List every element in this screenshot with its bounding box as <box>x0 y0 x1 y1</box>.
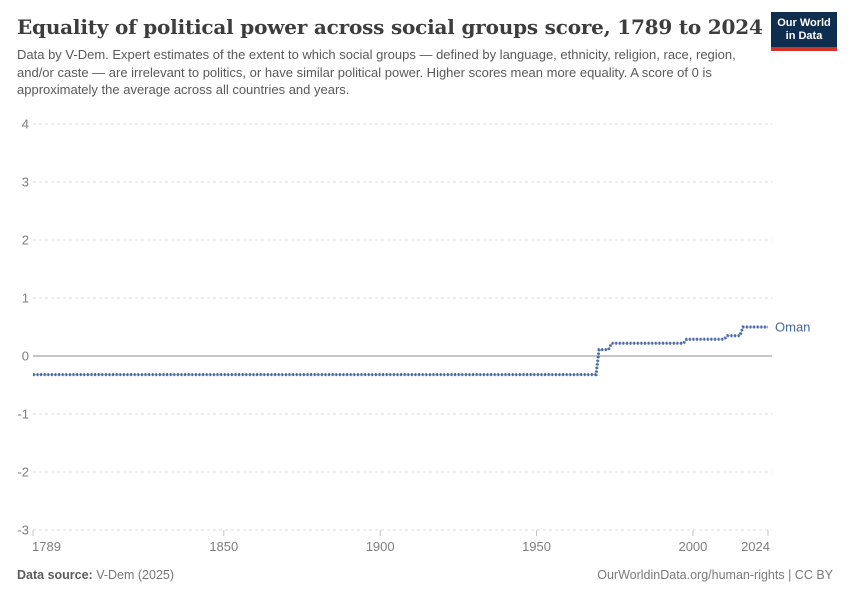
page-title: Equality of political power across socia… <box>17 15 763 39</box>
y-tick-label: -3 <box>17 523 29 538</box>
y-axis-labels: 4 3 2 1 0 -1 -2 -3 <box>17 117 29 538</box>
chart-area: 4 3 2 1 0 -1 -2 -3 1789 1850 1900 1950 2000 2024 Oman <box>0 108 850 560</box>
x-axis-labels: 1789 1850 1900 1950 2000 2024 <box>32 539 770 554</box>
data-line-solid <box>33 326 768 376</box>
data-line[interactable] <box>33 325 768 377</box>
x-tick-label: 1950 <box>522 539 551 554</box>
y-tick-label: 2 <box>22 233 29 248</box>
x-axis-ticks <box>32 530 769 536</box>
owid-logo: Our World in Data <box>771 12 837 51</box>
series-end-label[interactable]: Oman <box>775 320 810 335</box>
y-gridlines <box>33 123 772 531</box>
y-tick-label: -1 <box>17 407 29 422</box>
x-tick-label: 1900 <box>366 539 395 554</box>
x-tick-label: 1850 <box>209 539 238 554</box>
attribution[interactable]: OurWorldinData.org/human-rights | CC BY <box>597 568 833 582</box>
data-series-oman[interactable]: Oman <box>33 320 810 377</box>
data-source-label: Data source: <box>17 568 93 582</box>
y-tick-label: 0 <box>22 349 29 364</box>
data-source: Data source: V-Dem (2025) <box>17 567 174 583</box>
y-tick-label: 1 <box>22 291 29 306</box>
chart-subtitle: Data by V-Dem. Expert estimates of the e… <box>17 47 736 97</box>
chart-header: Equality of political power across socia… <box>0 0 850 99</box>
x-tick-label: 1789 <box>32 539 61 554</box>
chart-footer: Data source: V-Dem (2025) OurWorldinData… <box>17 567 833 583</box>
y-tick-label: -2 <box>17 465 29 480</box>
x-tick-label: 2000 <box>678 539 707 554</box>
x-tick-label: 2024 <box>741 539 770 554</box>
y-tick-label: 4 <box>22 117 29 132</box>
y-tick-label: 3 <box>22 175 29 190</box>
owid-logo-line2: in Data <box>785 30 823 42</box>
owid-logo-line1: Our World <box>777 17 831 29</box>
data-source-value: V-Dem (2025) <box>92 568 175 582</box>
